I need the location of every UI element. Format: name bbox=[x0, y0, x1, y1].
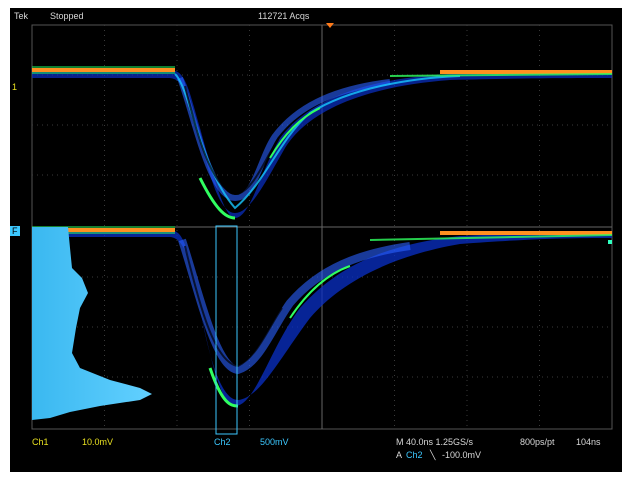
ch1-level-text: 1 bbox=[12, 82, 18, 92]
acquisition-count: 112721 Acqs bbox=[258, 11, 310, 21]
ch2-scale: 500mV bbox=[260, 437, 289, 447]
ch1-scale: 10.0mV bbox=[82, 437, 114, 447]
record-readout: 800ps/pt bbox=[520, 437, 555, 447]
trigger-source: Ch2 bbox=[406, 450, 423, 460]
acquisition-state: Stopped bbox=[50, 11, 84, 21]
brand-label: Tek bbox=[14, 11, 29, 21]
readout-bar: Ch1 10.0mV Ch2 500mV M 40.0ns 1.25GS/s 8… bbox=[10, 432, 622, 472]
trigger-position-marker bbox=[326, 23, 334, 28]
falling-edge-icon: ╲ bbox=[430, 450, 436, 460]
scope-display: Tek Stopped 112721 Acqs bbox=[10, 8, 622, 472]
trigger-prefix: A bbox=[396, 450, 403, 460]
ch1-level-marker: 1 bbox=[10, 82, 19, 92]
histogram-bars bbox=[32, 227, 152, 420]
position-readout: 104ns bbox=[576, 437, 601, 447]
trigger-level: -100.0mV bbox=[442, 450, 482, 460]
waveform-graticule bbox=[31, 23, 613, 435]
ch1-label: Ch1 bbox=[32, 437, 49, 447]
ch2-level-text: F bbox=[12, 226, 18, 236]
timebase-readout: M 40.0ns 1.25GS/s bbox=[396, 437, 474, 447]
ch2-label: Ch2 bbox=[214, 437, 231, 447]
status-bar: Tek Stopped 112721 Acqs bbox=[10, 8, 622, 24]
ch1-persistence-waveform bbox=[32, 66, 613, 220]
histogram-window-box bbox=[215, 225, 238, 435]
ch2-level-marker: F bbox=[10, 226, 20, 236]
